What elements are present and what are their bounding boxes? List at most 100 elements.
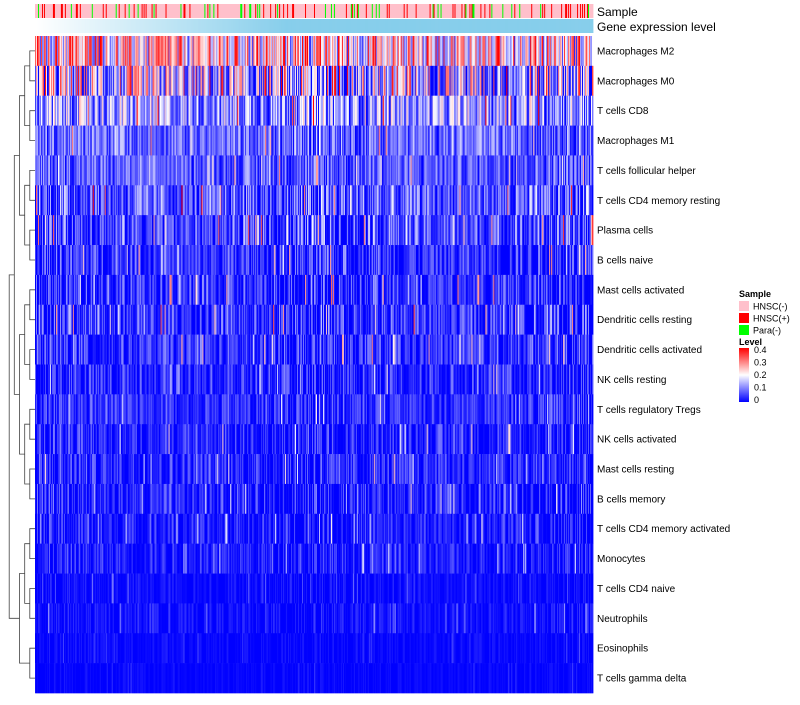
heatmap-cell <box>489 155 491 186</box>
heatmap-cell <box>227 185 229 216</box>
heatmap-cell <box>134 95 137 126</box>
heatmap-cell <box>399 65 402 97</box>
heatmap-cell <box>239 65 241 97</box>
heatmap-cell <box>453 155 455 186</box>
heatmap-cell <box>393 36 396 67</box>
heatmap-cell <box>376 36 379 67</box>
heatmap-cell <box>317 185 320 216</box>
gene-level-cell <box>77 19 80 33</box>
sample-cell <box>354 4 357 18</box>
sample-cell <box>67 4 70 18</box>
heatmap-cell <box>364 36 367 67</box>
heatmap-cell <box>451 65 453 97</box>
heatmap-cell <box>239 155 241 186</box>
heatmap-cell <box>405 125 408 156</box>
heatmap-cell <box>319 185 322 216</box>
heatmap-cell <box>441 155 443 186</box>
heatmap-cell <box>54 65 57 97</box>
heatmap-cell <box>270 95 272 126</box>
heatmap-cell <box>488 125 490 156</box>
heatmap-cell <box>89 36 92 67</box>
heatmap-cell <box>197 185 199 216</box>
heatmap-cell <box>414 36 417 67</box>
sample-cell <box>565 4 567 18</box>
gene-level-cell <box>205 19 207 33</box>
heatmap-cell <box>224 36 226 67</box>
sample-cell <box>229 4 231 18</box>
sample-cell <box>431 4 433 18</box>
sample-cell <box>331 4 334 18</box>
heatmap-cell <box>91 185 94 216</box>
gene-level-cell <box>559 19 561 33</box>
heatmap-cell <box>94 36 97 67</box>
heatmap-cell <box>526 155 528 186</box>
gene-level-cell <box>393 19 396 33</box>
heatmap-cell <box>421 155 424 186</box>
heatmap-cell <box>120 36 123 67</box>
heatmap-cell <box>347 65 350 97</box>
heatmap-cell <box>446 65 448 97</box>
heatmap-cell <box>462 95 464 126</box>
heatmap-cell <box>330 95 333 126</box>
heatmap-cell <box>178 36 180 67</box>
heatmap-cell <box>250 65 252 97</box>
heatmap-cell <box>502 95 504 126</box>
heatmap-cell <box>322 95 325 126</box>
gene-level-cell <box>459 19 461 33</box>
heatmap-cell <box>461 125 463 156</box>
heatmap-cell <box>380 155 383 186</box>
sample-cell <box>206 4 208 18</box>
heatmap-cell <box>543 36 545 67</box>
heatmap-cell <box>315 95 317 126</box>
heatmap-cell <box>256 155 258 186</box>
gene-level-cell <box>272 19 274 33</box>
heatmap-cell <box>500 65 502 97</box>
sample-cell <box>560 4 562 18</box>
heatmap-cell <box>67 95 70 126</box>
sample-cell <box>177 4 179 18</box>
heatmap-cell <box>517 155 519 186</box>
heatmap-cell <box>467 65 469 97</box>
heatmap-cell <box>194 155 196 186</box>
heatmap-cell <box>175 185 177 216</box>
gene-level-cell <box>333 19 336 33</box>
heatmap-cell <box>244 155 246 186</box>
heatmap-cell <box>528 36 530 67</box>
heatmap-cell <box>357 185 360 216</box>
heatmap-cell <box>245 185 247 216</box>
heatmap-cell <box>390 65 393 97</box>
heatmap-cell <box>102 36 105 67</box>
gene-level-cell <box>348 19 351 33</box>
heatmap-cell <box>544 36 546 67</box>
gene-level-cell <box>301 19 303 33</box>
gene-level-cell <box>71 19 74 33</box>
heatmap-cell <box>92 65 95 97</box>
heatmap-cell <box>485 95 487 126</box>
heatmap-cell <box>494 155 496 186</box>
sample-cell <box>158 4 160 18</box>
heatmap-cell <box>50 125 53 156</box>
heatmap-cell <box>391 155 394 186</box>
gene-level-cell <box>156 19 158 33</box>
heatmap-cell <box>173 155 175 186</box>
sample-cell <box>63 4 66 18</box>
heatmap-cell <box>143 185 146 216</box>
heatmap-cell <box>43 155 46 186</box>
sample-cell <box>69 4 72 18</box>
heatmap-cell <box>153 95 155 126</box>
gene-level-cell <box>193 19 195 33</box>
heatmap-cell <box>146 65 148 97</box>
gene-level-cell <box>256 19 258 33</box>
heatmap-cell <box>131 155 134 186</box>
heatmap-cell <box>185 155 187 186</box>
sample-cell <box>49 4 52 18</box>
heatmap-cell <box>538 125 540 156</box>
heatmap-cell <box>119 125 122 156</box>
heatmap-cell <box>296 36 298 67</box>
heatmap-cell <box>323 155 326 186</box>
heatmap-cell <box>573 125 575 156</box>
heatmap-cell <box>359 36 362 67</box>
heatmap-cell <box>174 185 176 216</box>
heatmap-cell <box>148 155 150 186</box>
gene-level-cell <box>461 19 463 33</box>
